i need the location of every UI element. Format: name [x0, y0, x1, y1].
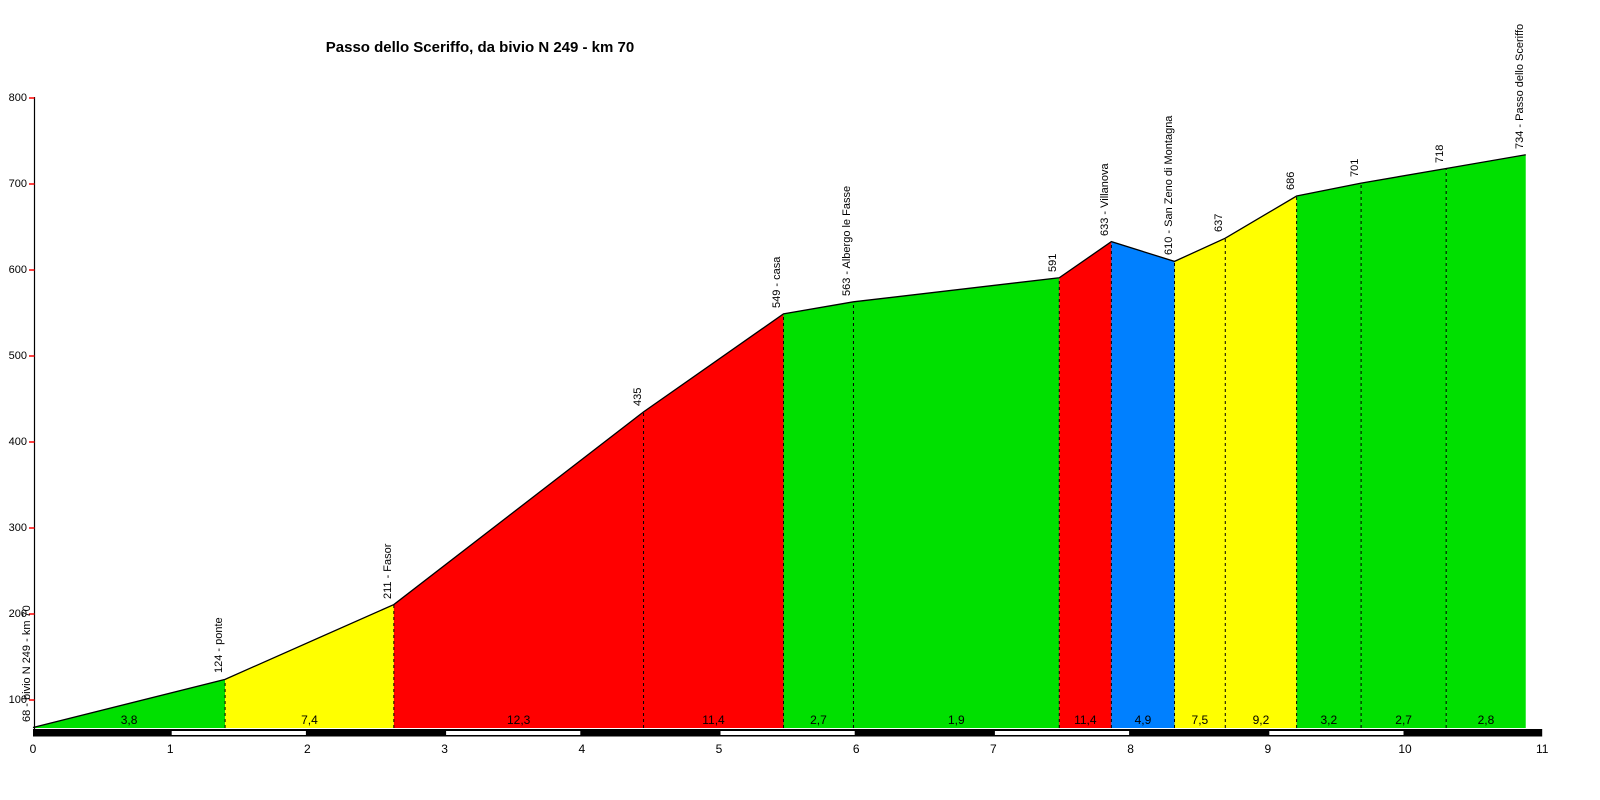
profile-outline [32, 154, 1526, 729]
gradient-label: 4,9 [1134, 713, 1152, 727]
km-bar-white-segment [994, 731, 1130, 735]
waypoint-label: 549 - casa [771, 256, 784, 308]
km-tick-label: 1 [166, 742, 174, 756]
elevation-tick-label: 600 [8, 264, 27, 276]
km-bar-white-segment [446, 731, 581, 735]
segment-area-green [1361, 168, 1447, 728]
segment-area-green [783, 301, 854, 728]
km-tick-label: 3 [441, 742, 448, 756]
segment-area-green [853, 277, 1060, 728]
km-bar-white-segment [1269, 731, 1404, 735]
km-tick-label: 6 [852, 742, 860, 756]
waypoint-label: 68 - bivio N 249 - km 70 [21, 604, 33, 722]
gradient-label: 9,2 [1252, 713, 1270, 727]
segment-area-green [1446, 154, 1526, 728]
km-tick-label: 4 [578, 742, 586, 756]
waypoint-label: 610 - San Zeno di Montagna [1162, 115, 1175, 256]
gradient-label: 3,8 [120, 713, 138, 727]
km-tick-label: 0 [29, 742, 37, 756]
segment-area-blue [1111, 241, 1175, 728]
gradient-label: 11,4 [702, 713, 725, 727]
elevation-tick-label: 300 [8, 522, 27, 534]
segment-area-red [643, 313, 784, 728]
waypoint-label: 718 [1434, 144, 1447, 163]
segment-area-yellow [1174, 238, 1226, 728]
km-tick-label: 5 [715, 742, 723, 756]
km-tick-label: 9 [1264, 742, 1272, 756]
km-tick-label: 10 [1398, 742, 1412, 756]
gradient-label: 2,7 [810, 713, 827, 727]
segment-area-red [1059, 241, 1112, 728]
waypoint-label: 591 [1047, 253, 1060, 272]
chart-title: Passo dello Sceriffo, da bivio N 249 - k… [325, 39, 635, 56]
waypoint-label: 563 - Albergo le Fasse [841, 185, 854, 296]
km-tick-label: 8 [1127, 742, 1134, 756]
gradient-label: 12,3 [507, 713, 531, 727]
km-tick-label: 2 [304, 742, 311, 756]
km-tick-label: 7 [990, 742, 997, 756]
km-tick-label: 11 [1535, 742, 1549, 756]
segment-area-yellow [1225, 196, 1297, 729]
waypoint-label: 435 [631, 387, 644, 406]
waypoint-label: 211 - Fasor [381, 543, 394, 599]
gradient-label: 2,8 [1477, 713, 1495, 727]
waypoint-label: 686 [1284, 171, 1297, 191]
km-bar-white-segment [720, 731, 855, 735]
waypoint-label: 701 [1349, 158, 1362, 178]
gradient-label: 1,9 [948, 713, 965, 727]
segment-area-red [393, 411, 644, 728]
segment-area-yellow [225, 604, 394, 728]
elevation-tick-label: 400 [8, 436, 27, 448]
waypoint-label: 633 - Villanova [1099, 163, 1112, 236]
gradient-label: 11,4 [1074, 713, 1097, 727]
segment-area-green [1296, 183, 1362, 728]
elevation-tick-label: 100 [8, 694, 27, 706]
gradient-label: 2,7 [1395, 713, 1412, 727]
elevation-tick-label: 200 [8, 608, 27, 620]
gradient-label: 7,5 [1191, 713, 1209, 727]
km-bar-white-segment [171, 731, 306, 735]
elevation-tick-label: 500 [8, 350, 27, 362]
waypoint-label: 637 [1213, 213, 1226, 233]
waypoint-label: 124 - ponte [213, 617, 226, 674]
gradient-label: 7,4 [301, 713, 318, 727]
waypoint-label: 734 - Passo dello Sceriffo [1513, 23, 1526, 149]
elevation-tick-label: 700 [8, 178, 27, 190]
elevation-tick-label: 800 [8, 92, 27, 104]
gradient-label: 3,2 [1320, 713, 1338, 727]
